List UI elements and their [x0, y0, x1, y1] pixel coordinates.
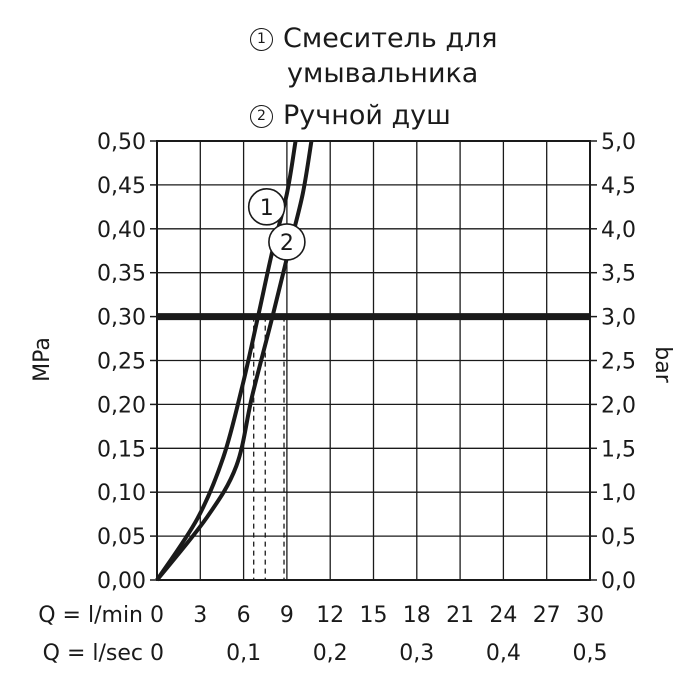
x-secondary-tick-label: 0,4: [486, 641, 521, 666]
y-left-tick-label: 0,35: [97, 262, 146, 287]
x-tick-label: 30: [576, 603, 604, 628]
y-left-tick-label: 0,30: [97, 306, 146, 331]
y-right-tick-label: 4,0: [601, 218, 636, 243]
y-right-tick-label: 0,0: [601, 569, 636, 594]
y-right-tick-label: 1,0: [601, 481, 636, 506]
legend-label-1-line2: умывальника: [287, 58, 479, 89]
x-tick-label: 0: [150, 603, 164, 628]
x-tick-label: 12: [316, 603, 344, 628]
x-tick-label: 15: [360, 603, 388, 628]
legend-item-2: 2 Ручной душ: [250, 99, 451, 133]
y-left-tick-label: 0,15: [97, 437, 146, 462]
y-right-tick-label: 0,5: [601, 525, 636, 550]
y-right-tick-label: 3,0: [601, 306, 636, 331]
legend-item-1-continued: умывальника: [287, 57, 478, 91]
x-tick-label: 27: [533, 603, 561, 628]
series-line-2: [155, 140, 314, 582]
x-secondary-tick-label: 0,5: [573, 641, 608, 666]
x-tick-label: 6: [237, 603, 251, 628]
y-right-tick-label: 1,5: [601, 437, 636, 462]
x-tick-label: 9: [280, 603, 294, 628]
x-secondary-tick-label: 0,3: [399, 641, 434, 666]
x-secondary-tick-label: 0,1: [226, 641, 261, 666]
y-left-tick-label: 0,20: [97, 393, 146, 418]
curve-marker-1: [247, 188, 286, 226]
legend-marker-2: 2: [250, 105, 273, 128]
x-tick-label: 24: [489, 603, 517, 628]
y-left-tick-label: 0,40: [97, 218, 146, 243]
x-secondary-tick-label: 0: [150, 641, 164, 666]
x-axis-label-lmin: Q = l/min: [38, 603, 143, 628]
x-axis-label-lsec: Q = l/sec: [43, 641, 143, 666]
y-left-tick-label: 0,05: [97, 525, 146, 550]
curve-marker-label-2: 2: [280, 231, 294, 256]
y-right-tick-label: 2,5: [601, 350, 636, 375]
y-left-tick-label: 0,00: [97, 569, 146, 594]
plot-frame: [156, 140, 591, 581]
legend-marker-1: 1: [250, 28, 273, 51]
y-left-tick-label: 0,25: [97, 350, 146, 375]
y-right-tick-label: 4,5: [601, 174, 636, 199]
legend-item-1: 1 Смеситель для: [250, 22, 497, 56]
curve-marker-2: [268, 223, 306, 261]
legend-label-1-line1: Смеситель для: [283, 23, 498, 54]
x-secondary-tick-label: 0,2: [313, 641, 348, 666]
y-right-tick-label: 2,0: [601, 393, 636, 418]
x-tick-label: 18: [403, 603, 431, 628]
x-tick-label: 21: [446, 603, 474, 628]
legend-label-2: Ручной душ: [283, 100, 451, 131]
y-left-tick-label: 0,45: [97, 174, 146, 199]
y-left-tick-label: 0,10: [97, 481, 146, 506]
y-left-tick-label: 0,50: [97, 130, 146, 155]
curve-marker-label-1: 1: [260, 196, 274, 221]
y-right-tick-label: 3,5: [601, 262, 636, 287]
x-tick-label: 3: [193, 603, 207, 628]
y-right-tick-label: 5,0: [601, 130, 636, 155]
